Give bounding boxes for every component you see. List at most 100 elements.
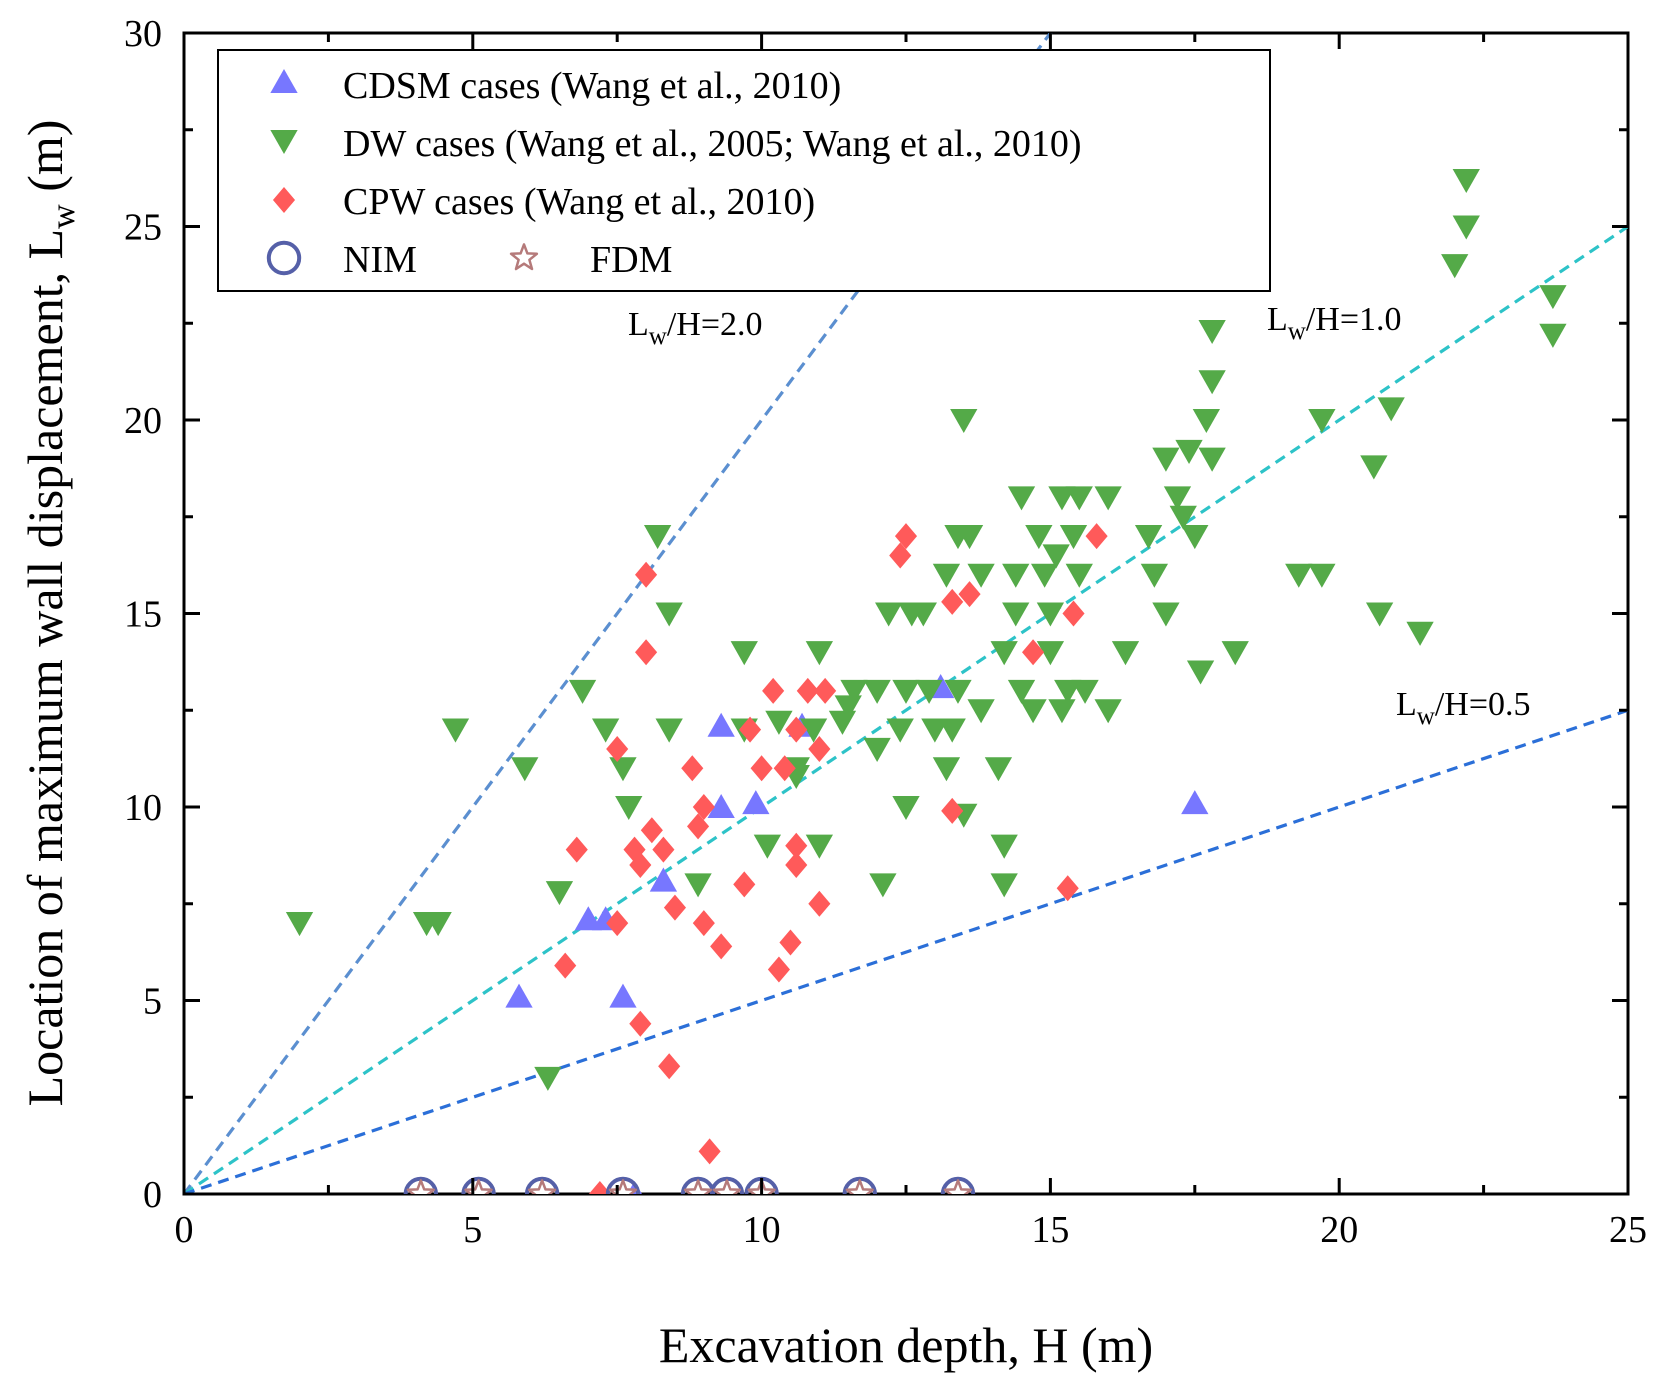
data-point-dw	[892, 679, 920, 704]
data-point-dw	[1539, 285, 1567, 310]
data-point-dw	[1198, 319, 1226, 344]
data-point-dw	[1452, 215, 1480, 240]
data-point-dw	[1360, 455, 1388, 480]
data-point-dw	[799, 718, 828, 743]
data-point-dw	[1065, 563, 1093, 588]
legend-marker-cpw	[272, 187, 296, 213]
data-point-dw	[869, 873, 897, 898]
data-point-dw	[932, 757, 961, 782]
data-point-dw	[1452, 169, 1480, 194]
data-point-dw	[955, 525, 984, 550]
data-point-dw	[1002, 563, 1030, 588]
data-point-dw	[921, 718, 949, 743]
data-point-dw	[1308, 563, 1336, 588]
data-point-dw	[591, 718, 620, 743]
data-point-nim	[680, 1176, 716, 1194]
data-point-dw	[909, 602, 937, 627]
data-point-dw	[944, 679, 972, 704]
data-point-dw	[655, 718, 683, 743]
data-point-cpw	[738, 716, 762, 743]
legend-label-dw: DW cases (Wang et al., 2005; Wang et al.…	[343, 123, 1082, 165]
data-point-cpw	[687, 813, 710, 840]
data-point-cpw	[796, 677, 819, 704]
data-point-dw	[1377, 397, 1405, 422]
data-point-dw	[753, 834, 782, 859]
data-point-dw	[1042, 544, 1070, 569]
data-point-dw	[1539, 323, 1567, 348]
ratio-line-0-5	[184, 708, 1628, 1194]
x-tick-label: 10	[743, 1209, 781, 1251]
data-point-dw	[1192, 408, 1221, 433]
data-point-dw	[828, 710, 857, 735]
data-point-fdm	[845, 1179, 874, 1194]
data-point-dw	[984, 757, 1013, 782]
legend-box	[217, 49, 1271, 292]
data-point-dw	[990, 834, 1018, 859]
data-point-cdsm	[574, 906, 602, 931]
data-point-cpw	[958, 581, 981, 608]
data-point-dw	[1134, 525, 1163, 550]
x-tick-label: 25	[1609, 1209, 1647, 1251]
data-point-dw	[840, 679, 868, 704]
data-point-cpw	[658, 1053, 681, 1080]
data-point-dw	[545, 881, 574, 906]
data-point-cpw	[565, 836, 588, 863]
data-point-cpw	[767, 956, 790, 983]
data-point-cdsm	[707, 794, 735, 819]
data-point-dw	[892, 795, 920, 820]
data-point-cpw	[941, 797, 964, 824]
y-tick-label: 0	[143, 1174, 162, 1216]
y-tick-label: 10	[124, 787, 162, 829]
data-point-cpw	[1062, 600, 1085, 627]
data-point-cdsm	[742, 790, 770, 815]
data-point-nim	[709, 1176, 745, 1194]
data-point-cpw	[629, 1010, 652, 1037]
data-point-dw	[950, 408, 978, 433]
data-point-dw	[1169, 505, 1197, 530]
data-point-dw	[967, 563, 995, 588]
data-point-cpw	[635, 639, 658, 666]
data-point-dw	[875, 602, 903, 627]
data-point-cpw	[1056, 875, 1079, 902]
data-point-cpw	[681, 755, 704, 782]
data-point-dw	[1002, 602, 1030, 627]
y-axis: 0 5 10 15 20 25 30	[124, 13, 1628, 1216]
data-markers	[285, 169, 1567, 1194]
data-point-dw	[1030, 563, 1059, 588]
data-point-dw	[1152, 602, 1180, 627]
legend: CDSM cases (Wang et al., 2010) DW cases …	[217, 49, 1271, 292]
data-point-dw	[1007, 486, 1036, 511]
data-point-dw	[1365, 602, 1394, 627]
data-point-dw	[805, 641, 834, 666]
data-point-dw	[534, 1066, 562, 1091]
x-tick-label: 20	[1320, 1209, 1358, 1251]
data-point-cpw	[779, 929, 802, 956]
annotation-ratio-2-0: Lw/H=2.0	[628, 306, 763, 350]
data-point-dw	[1441, 254, 1469, 279]
data-point-nim	[605, 1176, 641, 1194]
annotation-ratio-1-0: Lw/H=1.0	[1267, 301, 1402, 345]
data-point-dw	[1007, 679, 1036, 704]
data-point-nim	[524, 1176, 560, 1194]
data-point-dw	[1140, 563, 1169, 588]
data-point-cdsm	[707, 712, 735, 737]
data-point-cpw	[1022, 639, 1045, 666]
data-point-dw	[684, 873, 712, 898]
data-point-cpw	[588, 1181, 611, 1194]
data-point-dw	[915, 679, 943, 704]
data-point-cpw	[733, 871, 756, 898]
data-point-cpw	[698, 1138, 721, 1165]
data-point-dw	[990, 873, 1018, 898]
y-axis-title: Location of maximum wall displacement, L…	[17, 120, 82, 1107]
data-point-fdm	[683, 1179, 713, 1194]
data-point-dw	[863, 737, 891, 762]
data-point-dw	[765, 710, 793, 735]
data-point-dw	[1065, 486, 1093, 511]
data-point-dw	[441, 718, 470, 743]
y-tick-label: 25	[124, 207, 162, 249]
data-point-cpw	[692, 910, 715, 937]
data-point-cpw	[640, 817, 663, 844]
data-point-cpw	[785, 832, 808, 859]
data-point-cpw	[710, 933, 733, 960]
